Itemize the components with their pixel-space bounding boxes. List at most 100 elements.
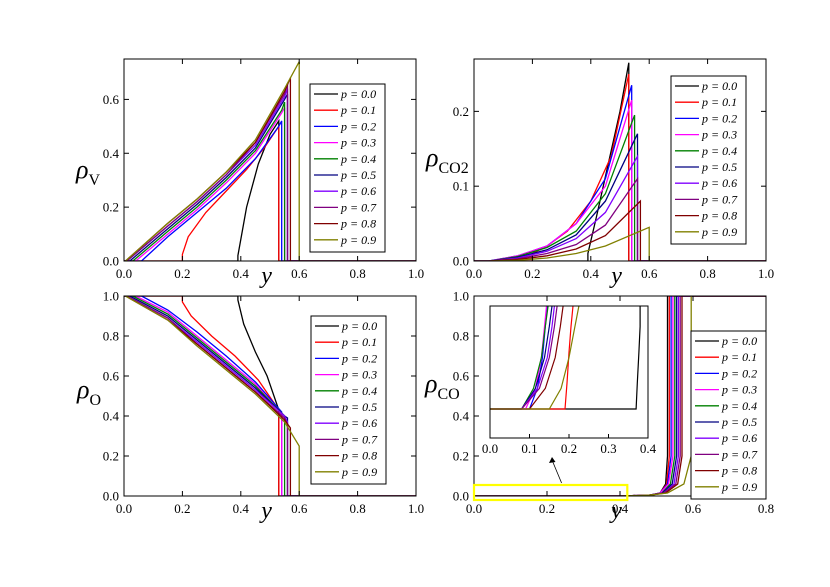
co-legend-label: p = 0.5 [721, 415, 757, 429]
o-legend-label: p = 0.3 [341, 368, 377, 382]
v-legend-label: p = 0.9 [340, 233, 376, 247]
inset-x-tick-label: 0.0 [482, 441, 498, 456]
co-y-axis-label-sub: CO [437, 386, 459, 403]
v-series-line [124, 120, 416, 261]
o-legend-label: p = 0.8 [341, 449, 377, 463]
v-legend-label: p = 0.6 [340, 184, 376, 198]
v-y-tick-label: 0.0 [103, 254, 119, 269]
v-legend-label: p = 0.8 [340, 217, 376, 231]
v-y-tick-label: 0.6 [103, 92, 120, 107]
co2-legend-label: p = 0.5 [701, 160, 737, 174]
o-x-tick-label: 0.2 [174, 501, 190, 516]
co2-legend-label: p = 0.4 [701, 144, 737, 158]
v-x-tick-label: 1.0 [408, 266, 424, 281]
co2-legend-label: p = 0.8 [701, 209, 737, 223]
co-legend-label: p = 0.2 [721, 366, 757, 380]
o-x-tick-label: 1.0 [408, 501, 424, 516]
co-legend-label: p = 0.1 [721, 350, 757, 364]
inset-x-tick-label: 0.4 [640, 441, 657, 456]
v-series-line [124, 61, 416, 261]
co2-x-tick-label: 0.0 [466, 266, 482, 281]
co-legend-label: p = 0.8 [721, 464, 757, 478]
o-series-line [124, 296, 416, 496]
v-legend-label: p = 0.4 [340, 152, 376, 166]
v-x-tick-label: 0.8 [349, 266, 365, 281]
co2-legend-label: p = 0.1 [701, 95, 737, 109]
co2-x-tick-label: 1.0 [758, 266, 774, 281]
v-legend-label: p = 0.2 [340, 119, 376, 133]
co-x-tick-label: 0.4 [612, 501, 629, 516]
o-y-tick-label: 0.6 [103, 369, 120, 384]
o-legend-label: p = 0.6 [341, 416, 377, 430]
o-y-tick-label: 0.8 [103, 329, 119, 344]
o-legend-label: p = 0.4 [341, 384, 377, 398]
inset-x-tick-label: 0.3 [600, 441, 616, 456]
co2-legend-label: p = 0.2 [701, 111, 737, 125]
o-plot-frame [123, 295, 417, 497]
inset-x-tick-label: 0.2 [561, 441, 577, 456]
co2-legend-label: p = 0.0 [701, 79, 737, 93]
co-x-axis-label: y [609, 498, 622, 524]
co2-legend-label: p = 0.6 [701, 176, 737, 190]
co-x-tick-label: 0.2 [539, 501, 555, 516]
co-x-tick-label: 0.0 [466, 501, 482, 516]
co2-x-axis-label: y [609, 263, 622, 289]
o-legend-label: p = 0.9 [341, 465, 377, 479]
v-x-tick-label: 0.2 [174, 266, 190, 281]
v-y-tick-label: 0.4 [103, 146, 120, 161]
o-legend-label: p = 0.2 [341, 351, 377, 365]
co2-y-axis-label-sub: CO2 [438, 160, 468, 177]
v-y-axis-label-sub: V [88, 172, 100, 189]
v-x-tick-label: 0.0 [116, 266, 132, 281]
co-y-tick-label: 0.8 [453, 329, 469, 344]
co-y-tick-label: 0.2 [453, 449, 469, 464]
o-x-tick-label: 0.0 [116, 501, 132, 516]
o-legend-label: p = 0.0 [341, 319, 377, 333]
co-y-tick-label: 0.0 [453, 489, 469, 504]
o-y-axis-label-sub: O [89, 392, 101, 409]
o-y-tick-label: 0.2 [103, 449, 119, 464]
inset-frame-bg [489, 305, 649, 439]
inset-x-tick-label: 0.1 [521, 441, 537, 456]
o-x-tick-label: 0.8 [349, 501, 365, 516]
co2-legend-label: p = 0.7 [701, 192, 738, 206]
v-legend-label: p = 0.0 [340, 87, 376, 101]
v-y-axis-label: ρV [75, 155, 100, 189]
v-x-tick-label: 0.6 [291, 266, 308, 281]
o-y-tick-label: 0.4 [103, 409, 120, 424]
o-series-line [124, 296, 416, 496]
co2-x-tick-label: 0.6 [641, 266, 658, 281]
v-legend-label: p = 0.5 [340, 168, 376, 182]
v-plot-frame [123, 58, 417, 262]
co2-y-axis-label-main: ρ [425, 143, 438, 172]
inset-arrow-head [549, 457, 556, 463]
o-y-tick-label: 1.0 [103, 289, 119, 304]
o-legend-label: p = 0.5 [341, 400, 377, 414]
co-legend-label: p = 0.9 [721, 480, 757, 494]
v-legend-label: p = 0.3 [340, 136, 376, 150]
co-y-tick-label: 1.0 [453, 289, 469, 304]
co-legend-label: p = 0.6 [721, 431, 757, 445]
inset-series-line [490, 306, 580, 410]
co-y-axis-label: ρCO [424, 369, 460, 403]
co2-legend-label: p = 0.3 [701, 128, 737, 142]
co-y-tick-label: 0.4 [453, 409, 470, 424]
v-y-tick-label: 0.2 [103, 200, 119, 215]
o-legend-label: p = 0.1 [341, 335, 377, 349]
inset-series-line [490, 306, 574, 410]
co-legend-label: p = 0.3 [721, 383, 757, 397]
co-y-axis-label-main: ρ [424, 369, 437, 398]
o-y-axis-label-main: ρ [76, 375, 89, 404]
v-legend-label: p = 0.1 [340, 103, 376, 117]
co2-x-tick-label: 0.4 [583, 266, 600, 281]
co-x-tick-label: 0.8 [758, 501, 774, 516]
o-x-tick-label: 0.6 [291, 501, 308, 516]
co2-y-tick-label: 0.0 [453, 254, 469, 269]
co-legend-label: p = 0.0 [721, 334, 757, 348]
co2-y-axis-label: ρCO2 [425, 143, 469, 177]
v-legend-label: p = 0.7 [340, 200, 377, 214]
v-series-line [124, 101, 416, 261]
co2-y-tick-label: 0.1 [453, 179, 469, 194]
o-legend-label: p = 0.7 [341, 432, 378, 446]
co2-x-tick-label: 0.2 [524, 266, 540, 281]
